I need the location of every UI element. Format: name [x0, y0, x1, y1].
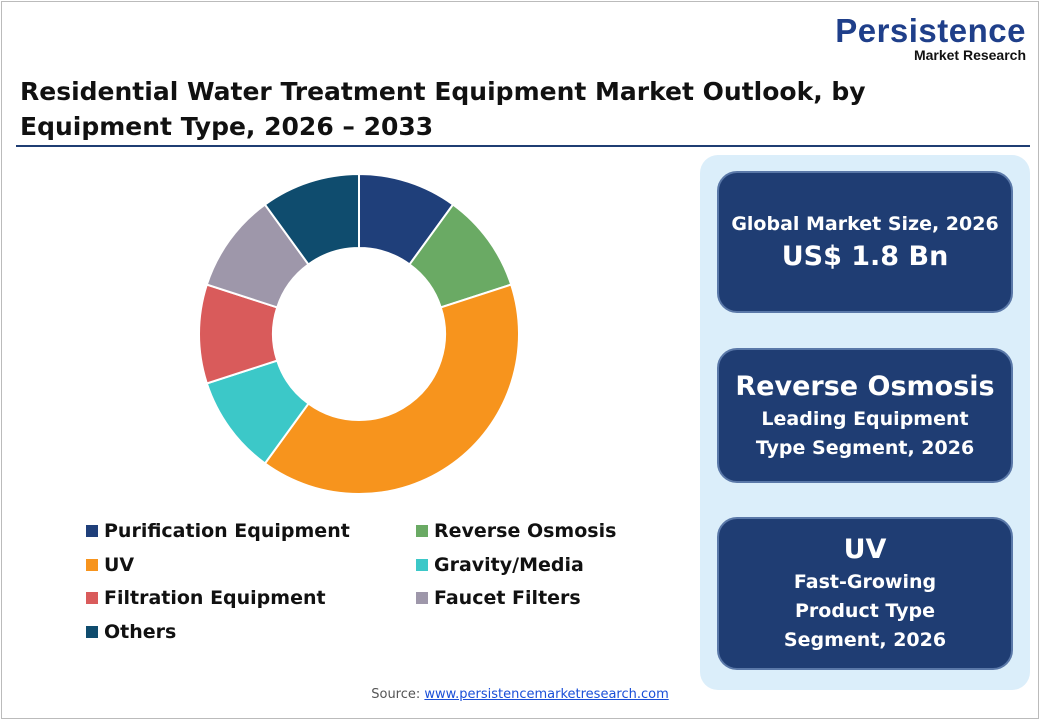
legend-label: Others	[104, 621, 177, 644]
legend-swatch	[416, 558, 428, 571]
legend-item: Faucet Filters	[416, 587, 581, 609]
legend-label: Gravity/Media	[434, 553, 584, 576]
leading-segment-card: Reverse Osmosis Leading Equipment Type S…	[717, 348, 1013, 483]
logo-line1: Persistence	[835, 12, 1026, 49]
fast-growing-card: UV Fast-Growing Product Type Segment, 20…	[717, 517, 1013, 670]
chart-title: Residential Water Treatment Equipment Ma…	[20, 77, 866, 141]
source: Source: www.persistencemarketresearch.co…	[0, 687, 1040, 702]
legend-label: Reverse Osmosis	[434, 520, 617, 542]
legend-item: Gravity/Media	[416, 554, 584, 576]
title-divider	[16, 145, 1030, 147]
legend-item: Reverse Osmosis	[416, 520, 616, 542]
legend-label: Purification Equipment	[104, 520, 350, 542]
legend-swatch	[416, 592, 428, 605]
card-value: Reverse Osmosis	[735, 370, 995, 402]
market-size-card: Global Market Size, 2026 US$ 1.8 Bn	[717, 171, 1013, 313]
card-label: Fast-Growing Product Type Segment, 2026	[783, 571, 947, 651]
legend-label: UV	[104, 553, 135, 576]
legend-item: Others	[86, 621, 176, 643]
legend-label: Filtration Equipment	[104, 587, 326, 610]
donut-chart	[198, 172, 520, 495]
source-label: Source:	[371, 687, 425, 702]
legend-item: UV	[86, 554, 134, 576]
card-value: UV	[843, 534, 887, 565]
legend-item: Purification Equipment	[86, 520, 350, 542]
donut-slice-others	[263, 172, 360, 266]
legend-swatch	[86, 592, 98, 605]
legend-swatch	[416, 525, 428, 537]
donut-slice-uv	[263, 283, 520, 495]
card-label: Leading Equipment Type Segment, 2026	[755, 407, 975, 459]
legend-item: Filtration Equipment	[86, 587, 326, 609]
card-label: Global Market Size, 2026	[731, 212, 999, 235]
logo: Persistence Market Research	[826, 12, 1026, 63]
legend-swatch	[86, 558, 98, 571]
card-value: US$ 1.8 Bn	[781, 240, 949, 272]
source-link[interactable]: www.persistencemarketresearch.com	[424, 687, 669, 702]
legend-swatch	[86, 626, 98, 639]
logo-line2: Market Research	[913, 47, 1026, 63]
legend-label: Faucet Filters	[434, 587, 581, 610]
legend-swatch	[86, 525, 98, 537]
